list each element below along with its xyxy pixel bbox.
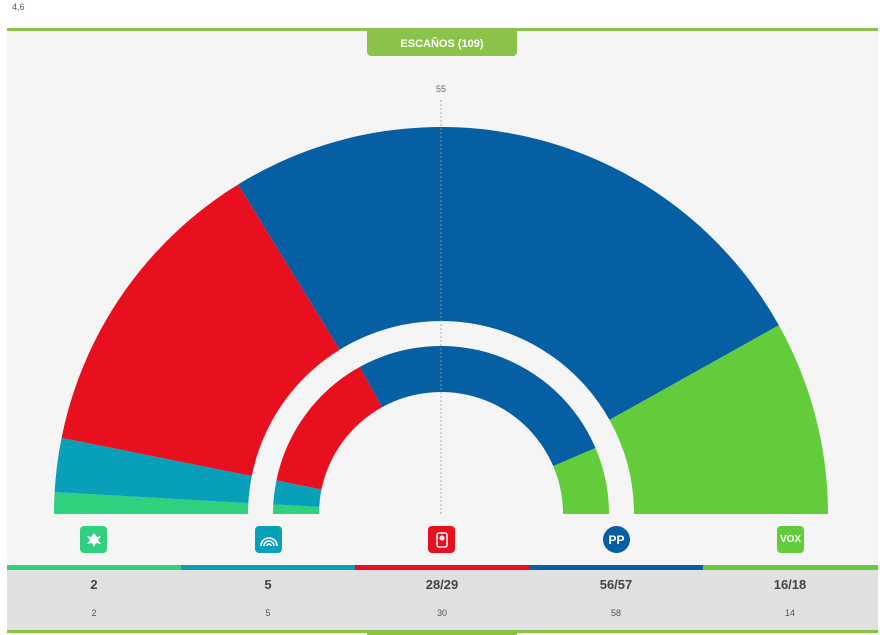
- previous-seats-segment: [276, 366, 383, 490]
- current-seats-segment: [609, 325, 828, 514]
- bottom-tab[interactable]: [367, 630, 517, 635]
- current-seats-segment: [54, 437, 252, 504]
- lion-logo-icon: [80, 526, 107, 553]
- seats-value: 28/29: [425, 577, 459, 592]
- vox-logo-icon: VOX: [777, 526, 804, 553]
- pp-logo-text: PP: [608, 532, 625, 547]
- top-value: 4,6: [12, 2, 25, 12]
- majority-label: 55: [436, 84, 446, 94]
- previous-seats-value: 30: [436, 608, 447, 618]
- top-divider: [7, 28, 878, 31]
- party-bar: [181, 565, 355, 570]
- previous-seats-segment: [273, 480, 322, 507]
- vox-logo-text: VOX: [779, 534, 802, 545]
- seats-value: 16/18: [773, 577, 807, 592]
- previous-seats-segment: [553, 448, 609, 514]
- seats-value: 2: [90, 577, 98, 592]
- seats-tab[interactable]: ESCAÑOS (109): [367, 31, 517, 56]
- seats-value: 5: [264, 577, 272, 592]
- party-bar: [355, 565, 529, 570]
- current-seats-segment: [61, 184, 340, 477]
- previous-seats-value: 2: [91, 608, 97, 618]
- rainbow-logo-icon: [255, 526, 282, 553]
- previous-seats-value: 14: [784, 608, 795, 618]
- results-table: [7, 570, 878, 630]
- previous-seats-segment: [359, 346, 596, 467]
- current-seats-segment: [54, 492, 249, 514]
- previous-seats-value: 58: [610, 608, 621, 618]
- seats-value: 56/57: [599, 577, 633, 592]
- pp-logo-icon: PP: [603, 526, 630, 553]
- current-seats-segment: [238, 127, 779, 420]
- party-bar: [529, 565, 703, 570]
- previous-seats-value: 5: [265, 608, 271, 618]
- party-bar: [7, 565, 181, 570]
- party-bar: [703, 565, 878, 570]
- previous-seats-segment: [273, 504, 320, 514]
- rose-logo-icon: [428, 526, 455, 553]
